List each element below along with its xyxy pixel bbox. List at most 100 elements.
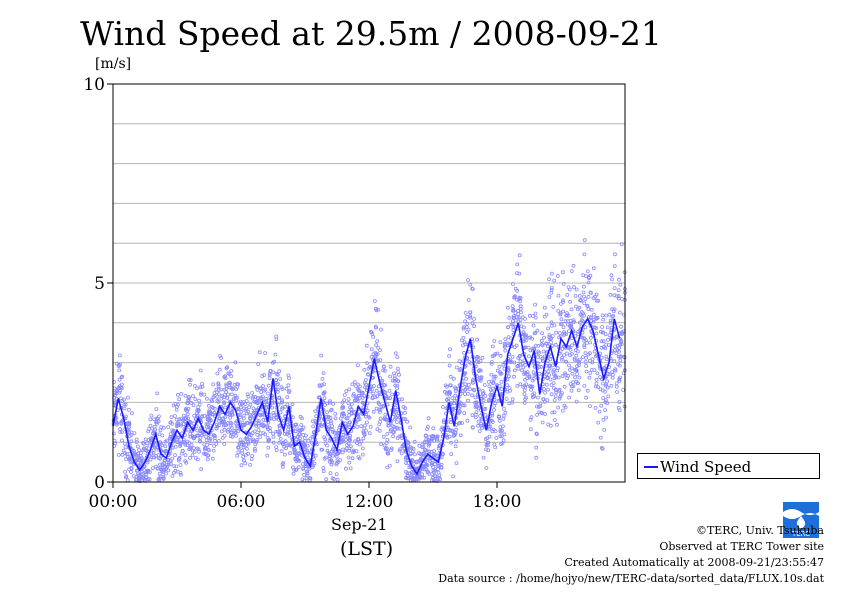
data-point	[202, 451, 206, 456]
data-point	[581, 355, 585, 360]
data-point	[212, 434, 217, 439]
data-point	[431, 468, 436, 473]
data-point	[464, 376, 468, 381]
data-point	[605, 371, 610, 376]
data-point	[432, 438, 437, 443]
data-point	[247, 405, 252, 410]
data-point	[433, 453, 438, 457]
data-point	[472, 324, 477, 329]
data-point	[459, 401, 463, 406]
data-point	[497, 418, 502, 423]
data-point	[505, 325, 510, 330]
data-point	[577, 375, 582, 380]
data-point	[153, 427, 158, 432]
data-point	[246, 394, 251, 399]
data-point	[479, 421, 484, 426]
data-point	[546, 387, 550, 392]
data-point	[470, 413, 475, 418]
data-point	[498, 370, 502, 375]
data-point	[448, 374, 453, 379]
data-point	[255, 400, 260, 405]
data-point	[272, 359, 277, 364]
data-point	[305, 464, 310, 469]
data-point	[517, 253, 522, 258]
data-point	[208, 412, 213, 417]
data-point	[388, 364, 393, 369]
data-point	[561, 325, 566, 330]
data-point	[238, 437, 243, 442]
y-tick-label: 0	[94, 473, 105, 493]
data-point	[564, 332, 569, 337]
data-point	[184, 416, 189, 421]
data-point	[533, 315, 538, 320]
data-point	[195, 386, 199, 391]
data-point	[462, 403, 467, 408]
data-point	[475, 354, 480, 359]
data-point	[303, 462, 308, 467]
data-point	[552, 410, 557, 415]
data-point	[535, 412, 539, 417]
data-point	[448, 383, 453, 388]
data-point	[572, 319, 576, 324]
data-point	[163, 444, 168, 449]
data-point	[556, 405, 561, 410]
data-point	[223, 422, 228, 427]
data-point	[175, 437, 180, 442]
data-point	[170, 421, 175, 426]
data-point	[392, 412, 396, 417]
data-point	[431, 434, 436, 439]
data-point	[594, 381, 599, 386]
data-point	[395, 355, 400, 359]
data-point	[592, 368, 597, 373]
data-point	[154, 464, 158, 469]
data-point	[510, 397, 515, 402]
data-point	[183, 441, 188, 446]
data-point	[533, 311, 538, 316]
data-point	[166, 468, 171, 473]
data-point	[331, 401, 336, 406]
data-point	[561, 300, 565, 304]
data-point	[569, 388, 574, 393]
credits-copyright: ©TERC, Univ. Tsukuba	[695, 524, 824, 537]
data-point	[359, 439, 364, 444]
data-point	[511, 314, 516, 319]
data-point	[212, 444, 217, 448]
data-point	[146, 477, 151, 482]
data-point	[303, 447, 308, 452]
data-point	[466, 382, 471, 387]
data-point	[583, 325, 588, 330]
data-point	[208, 410, 213, 415]
data-point	[322, 396, 327, 401]
data-point	[607, 312, 612, 317]
data-point	[328, 471, 333, 476]
data-point	[498, 340, 503, 345]
data-point	[271, 440, 276, 445]
data-point	[319, 424, 324, 429]
data-point	[344, 416, 349, 421]
data-point	[603, 398, 608, 403]
data-point	[522, 388, 527, 393]
data-point	[535, 432, 539, 437]
data-point	[192, 449, 197, 454]
data-point	[225, 412, 230, 417]
data-point	[478, 359, 483, 363]
data-point	[162, 449, 167, 454]
data-point	[288, 430, 292, 435]
data-point	[515, 383, 520, 388]
data-point	[472, 388, 477, 393]
data-point	[124, 457, 128, 462]
y-tick-label: 10	[83, 75, 105, 95]
data-point	[516, 366, 521, 371]
data-point	[426, 416, 431, 421]
data-point	[220, 435, 225, 440]
data-point	[267, 376, 272, 381]
data-point	[216, 439, 221, 443]
data-point	[271, 434, 276, 439]
data-point	[207, 417, 212, 422]
data-point	[562, 384, 567, 389]
data-point	[175, 392, 180, 397]
data-point	[542, 305, 547, 310]
data-point	[534, 445, 539, 450]
data-point	[253, 448, 257, 453]
data-point	[531, 346, 536, 351]
